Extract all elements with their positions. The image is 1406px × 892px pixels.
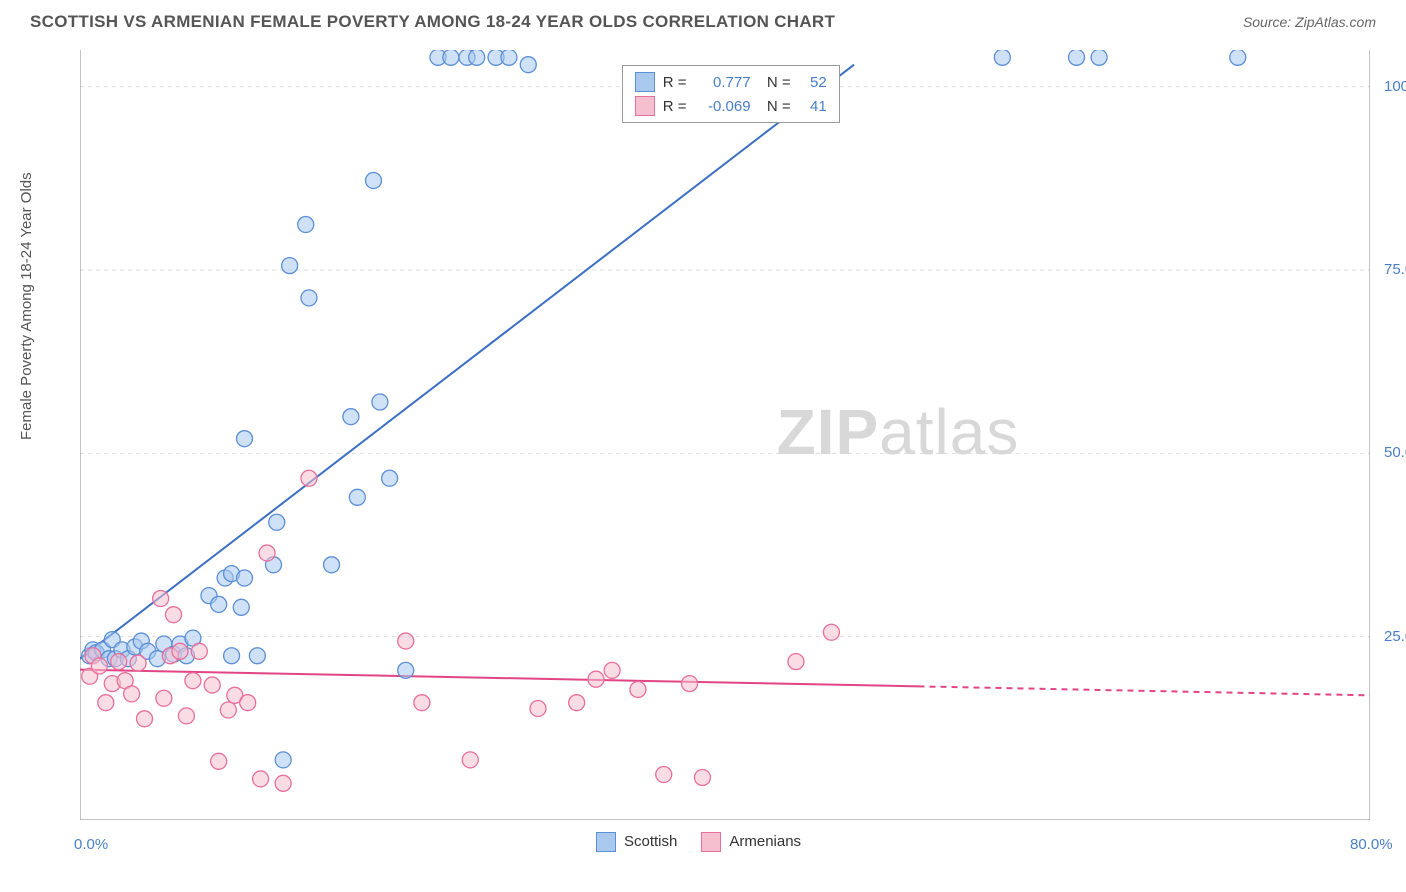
legend-r-label: R = — [663, 74, 687, 91]
data-point — [172, 643, 188, 659]
data-point — [269, 514, 285, 530]
data-point — [682, 676, 698, 692]
data-point — [191, 643, 207, 659]
data-point — [501, 50, 517, 65]
y-tick-label: 75.0% — [1384, 261, 1406, 278]
data-point — [98, 695, 114, 711]
legend-swatch — [635, 72, 655, 92]
data-point — [211, 596, 227, 612]
data-point — [275, 775, 291, 791]
data-point — [382, 470, 398, 486]
data-point — [1069, 50, 1085, 65]
data-point — [298, 217, 314, 233]
data-point — [365, 173, 381, 189]
y-tick-label: 25.0% — [1384, 628, 1406, 645]
data-point — [398, 633, 414, 649]
data-point — [301, 290, 317, 306]
legend-r-value: 0.777 — [695, 74, 751, 91]
data-point — [233, 599, 249, 615]
data-point — [204, 677, 220, 693]
source-attribution: Source: ZipAtlas.com — [1243, 14, 1376, 30]
legend-n-label: N = — [759, 98, 791, 115]
legend-series-label: Armenians — [729, 833, 801, 850]
data-point — [343, 409, 359, 425]
data-point — [153, 591, 169, 607]
data-point — [236, 570, 252, 586]
data-point — [137, 711, 153, 727]
data-point — [178, 708, 194, 724]
data-point — [282, 258, 298, 274]
data-point — [349, 489, 365, 505]
data-point — [588, 671, 604, 687]
y-tick-label: 50.0% — [1384, 444, 1406, 461]
data-point — [185, 673, 201, 689]
data-point — [301, 470, 317, 486]
data-point — [220, 702, 236, 718]
legend-row: R = -0.069 N = 41 — [635, 96, 827, 116]
data-point — [569, 695, 585, 711]
data-point — [530, 701, 546, 717]
data-point — [111, 654, 127, 670]
x-tick-label: 80.0% — [1350, 836, 1393, 853]
correlation-legend: R = 0.777 N = 52R = -0.069 N = 41 — [622, 65, 840, 123]
data-point — [604, 662, 620, 678]
data-point — [91, 658, 107, 674]
y-tick-label: 100.0% — [1384, 78, 1406, 95]
data-point — [656, 767, 672, 783]
data-point — [630, 681, 646, 697]
data-point — [372, 394, 388, 410]
legend-swatch — [635, 96, 655, 116]
data-point — [156, 690, 172, 706]
data-point — [275, 752, 291, 768]
legend-n-value: 41 — [799, 98, 827, 115]
data-point — [124, 686, 140, 702]
legend-n-value: 52 — [799, 74, 827, 91]
legend-row: R = 0.777 N = 52 — [635, 72, 827, 92]
data-point — [236, 431, 252, 447]
data-point — [788, 654, 804, 670]
data-point — [398, 662, 414, 678]
data-point — [994, 50, 1010, 65]
data-point — [520, 57, 536, 73]
data-point — [166, 607, 182, 623]
data-point — [1230, 50, 1246, 65]
data-point — [224, 648, 240, 664]
data-point — [130, 655, 146, 671]
data-point — [443, 50, 459, 65]
data-point — [414, 695, 430, 711]
data-point — [240, 695, 256, 711]
y-axis-label: Female Poverty Among 18-24 Year Olds — [18, 172, 35, 440]
data-point — [249, 648, 265, 664]
scatter-plot — [80, 50, 1370, 820]
legend-r-label: R = — [663, 98, 687, 115]
data-point — [1091, 50, 1107, 65]
data-point — [211, 753, 227, 769]
trend-line-dashed — [919, 686, 1371, 695]
data-point — [324, 557, 340, 573]
legend-r-value: -0.069 — [695, 98, 751, 115]
trend-line — [80, 65, 854, 659]
legend-n-label: N = — [759, 74, 791, 91]
header: SCOTTISH VS ARMENIAN FEMALE POVERTY AMON… — [0, 0, 1406, 42]
data-point — [694, 769, 710, 785]
legend-swatch — [596, 832, 616, 852]
data-point — [469, 50, 485, 65]
data-point — [462, 752, 478, 768]
x-tick-label: 0.0% — [74, 836, 108, 853]
chart-title: SCOTTISH VS ARMENIAN FEMALE POVERTY AMON… — [30, 12, 835, 32]
chart-container: ZIPatlas R = 0.777 N = 52R = -0.069 N = … — [80, 50, 1370, 820]
series-legend: Scottish Armenians — [596, 832, 801, 852]
legend-series-label: Scottish — [624, 833, 677, 850]
data-point — [253, 771, 269, 787]
data-point — [259, 545, 275, 561]
legend-series-item: Armenians — [701, 832, 801, 852]
legend-series-item: Scottish — [596, 832, 677, 852]
legend-swatch — [701, 832, 721, 852]
data-point — [823, 624, 839, 640]
